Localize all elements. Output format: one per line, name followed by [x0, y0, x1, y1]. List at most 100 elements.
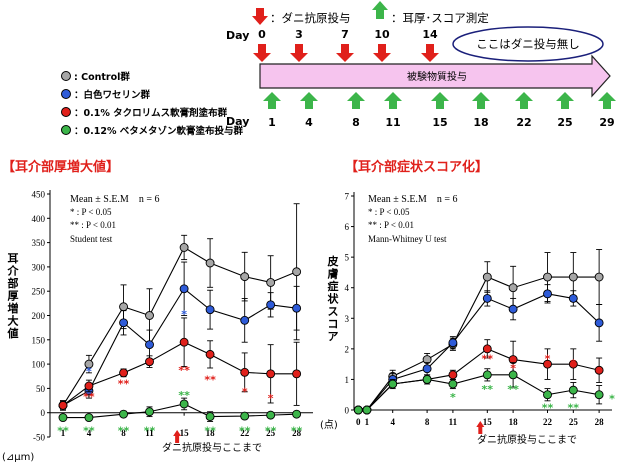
antigen-arrow-icon	[252, 8, 268, 25]
data-point	[84, 413, 94, 423]
y-tick-label: 150	[32, 335, 46, 345]
data-point	[482, 293, 492, 303]
data-point	[482, 272, 492, 282]
antigen-end-arrow-icon	[476, 421, 485, 434]
y-tick-label: 250	[32, 287, 46, 297]
treatment-bar-label: 被験物質投与	[407, 70, 467, 83]
data-point	[266, 278, 276, 287]
antigen-arrow-icon	[373, 44, 391, 62]
antigen-arrow-icon	[421, 44, 439, 62]
series-line	[62, 287, 297, 406]
antigen-legend-label: ：ダニ抗原投与	[270, 11, 351, 25]
score-xlabel: ダニ抗原投与ここまで	[477, 433, 577, 446]
x-tick-label: 22	[543, 417, 553, 427]
no-antigen-oval	[452, 26, 604, 62]
data-point	[240, 272, 250, 282]
measure-arrow-icon	[372, 1, 388, 19]
significance-mark: **	[568, 402, 580, 415]
significance-mark: **	[144, 425, 156, 438]
x-tick-label: 1	[61, 428, 66, 438]
data-point	[145, 311, 154, 320]
y-tick-label: 5	[345, 253, 350, 263]
significance-mark: **	[204, 425, 216, 438]
measure-day-label: 25	[557, 116, 572, 129]
significance-mark: *	[181, 308, 187, 321]
data-point	[205, 349, 215, 359]
significance-mark: *	[609, 392, 615, 405]
ylabel-char: 状	[328, 292, 340, 306]
data-point	[448, 379, 458, 389]
measure-legend-label: ：耳厚･スコア測定	[391, 11, 489, 25]
ylabel-char: 皮	[327, 254, 339, 268]
x-tick-label: 18	[206, 428, 216, 438]
score-unit: (点)	[320, 419, 338, 431]
y-tick-label: 200	[32, 311, 46, 321]
data-point	[422, 374, 432, 384]
thickness-stat-4: Student test	[70, 234, 113, 244]
day-label-top: Day	[226, 29, 249, 42]
data-point	[568, 272, 578, 282]
significance-mark: **	[118, 425, 130, 438]
data-point	[84, 381, 94, 391]
y-tick-label: -50	[33, 433, 45, 443]
y-tick-label: 2	[345, 344, 350, 354]
y-tick-label: 3	[345, 314, 350, 324]
measure-arrow-icon	[347, 92, 365, 109]
y-tick-label: 0	[345, 406, 350, 416]
data-point	[422, 364, 432, 374]
data-point	[594, 318, 604, 328]
data-point	[568, 385, 578, 395]
thickness-heading: 【耳介部厚増大値】	[2, 159, 119, 175]
antigen-day-label: 14	[422, 28, 438, 41]
significance-mark: *	[570, 357, 576, 370]
x-tick-label: 0	[356, 417, 361, 427]
data-point	[543, 272, 552, 282]
x-tick-label: 8	[425, 417, 430, 427]
series-line	[62, 246, 297, 406]
data-point	[292, 369, 302, 379]
data-point	[145, 357, 154, 367]
y-tick-label: 7	[345, 192, 350, 202]
data-point	[568, 293, 578, 303]
data-point	[594, 390, 604, 400]
data-point	[482, 370, 492, 380]
score-stats: Mean ± S.E.M n = 6 * : P < 0.05 ** : P <…	[368, 194, 457, 244]
measure-day-label: 1	[268, 116, 276, 129]
antigen-arrow-icon	[253, 44, 271, 62]
data-point	[240, 315, 250, 325]
antigen-day-label: 10	[374, 28, 390, 41]
x-tick-label: 4	[390, 417, 395, 427]
day-label-bottom: Day	[226, 115, 249, 128]
group-legend: : Control群 ：白色ワセリン群 ：0.1% タクロリムス軟膏剤塗布群 ：0.1…	[61, 71, 243, 137]
x-tick-label: 8	[121, 428, 126, 438]
y-tick-label: 6	[345, 222, 350, 232]
data-point	[205, 412, 215, 422]
significance-mark: **	[83, 391, 95, 404]
data-point	[58, 400, 68, 410]
data-point	[240, 367, 250, 377]
ylabel-char: 膚	[328, 267, 339, 281]
x-tick-label: 1	[365, 417, 370, 427]
measure-arrow-icon	[300, 92, 318, 109]
group-marker-icon	[61, 89, 71, 99]
ylabel-char: 増	[8, 301, 19, 315]
data-point	[266, 410, 276, 420]
ylabel-char: 症	[328, 279, 339, 293]
data-point	[119, 368, 129, 378]
series-line	[358, 276, 600, 411]
measure-day-label: 18	[473, 116, 488, 129]
measure-day-label: 11	[385, 116, 400, 129]
data-point	[292, 409, 302, 419]
significance-mark: **	[482, 383, 494, 396]
antigen-day-label: 7	[341, 28, 349, 41]
y-tick-label: 450	[32, 190, 46, 200]
significance-mark: **	[265, 425, 277, 438]
data-point	[508, 283, 518, 293]
measure-arrow-icon	[472, 92, 490, 109]
data-point	[58, 413, 68, 423]
series-line	[358, 293, 600, 411]
antigen-arrow-icon	[336, 44, 354, 62]
